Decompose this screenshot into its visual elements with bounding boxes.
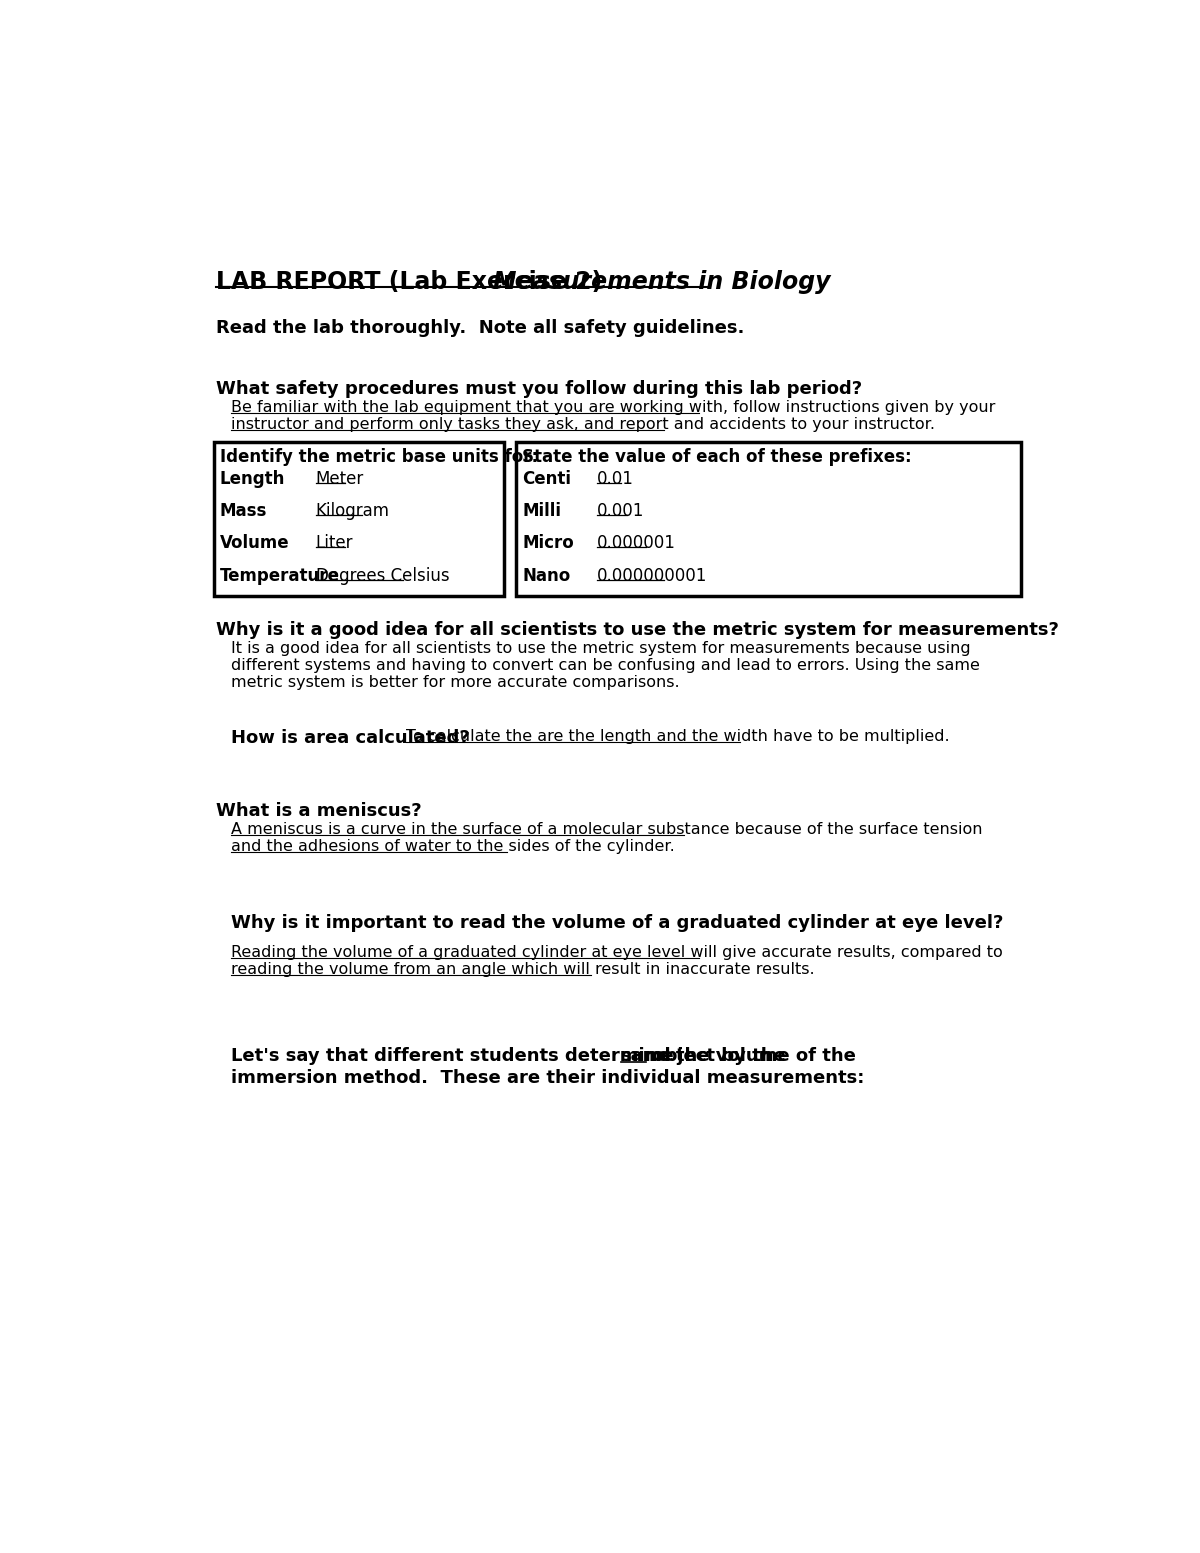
Text: Length: Length [220, 469, 286, 488]
Text: 0.001: 0.001 [598, 502, 644, 520]
Text: Identify the metric base units for:: Identify the metric base units for: [220, 449, 538, 466]
Text: same: same [620, 1047, 674, 1065]
Text: and the adhesions of water to the sides of the cylinder.: and the adhesions of water to the sides … [232, 839, 676, 854]
Text: Be familiar with the lab equipment that you are working with, follow instruction: Be familiar with the lab equipment that … [232, 401, 996, 415]
Text: instructor and perform only tasks they ask, and report and accidents to your ins: instructor and perform only tasks they a… [232, 418, 935, 432]
Text: Mass: Mass [220, 502, 268, 520]
Text: 0.000001: 0.000001 [598, 534, 676, 553]
Bar [214, 443, 504, 596]
Text: Volume: Volume [220, 534, 289, 553]
Bar [516, 443, 1021, 596]
Text: How is area calculated?: How is area calculated? [232, 730, 476, 747]
Text: A meniscus is a curve in the surface of a molecular substance because of the sur: A meniscus is a curve in the surface of … [232, 823, 983, 837]
Text: Read the lab thoroughly.  Note all safety guidelines.: Read the lab thoroughly. Note all safety… [216, 318, 744, 337]
Text: immersion method.  These are their individual measurements:: immersion method. These are their indivi… [232, 1068, 865, 1087]
Text: What is a meniscus?: What is a meniscus? [216, 803, 421, 820]
Text: Let's say that different students determine the volume of the: Let's say that different students determ… [232, 1047, 863, 1065]
Text: Why is it a good idea for all scientists to use the metric system for measuremen: Why is it a good idea for all scientists… [216, 621, 1058, 640]
Text: object by the: object by the [646, 1047, 786, 1065]
Text: reading the volume from an angle which will result in inaccurate results.: reading the volume from an angle which w… [232, 961, 815, 977]
Text: 0.01: 0.01 [598, 469, 634, 488]
Text: Why is it important to read the volume of a graduated cylinder at eye level?: Why is it important to read the volume o… [232, 915, 1003, 932]
Text: Degrees Celsius: Degrees Celsius [316, 567, 450, 585]
Text: To calculate the are the length and the width have to be multiplied.: To calculate the are the length and the … [406, 730, 949, 744]
Text: metric system is better for more accurate comparisons.: metric system is better for more accurat… [232, 676, 680, 691]
Text: LAB REPORT (Lab Exercise 2): LAB REPORT (Lab Exercise 2) [216, 270, 619, 294]
Text: Milli: Milli [522, 502, 562, 520]
Text: It is a good idea for all scientists to use the metric system for measurements b: It is a good idea for all scientists to … [232, 641, 971, 657]
Text: Temperature: Temperature [220, 567, 340, 585]
Text: Measurements in Biology: Measurements in Biology [492, 270, 830, 294]
Text: Nano: Nano [522, 567, 570, 585]
Text: different systems and having to convert can be confusing and lead to errors. Usi: different systems and having to convert … [232, 658, 980, 674]
Text: 0.000000001: 0.000000001 [598, 567, 708, 585]
Text: Centi: Centi [522, 469, 571, 488]
Text: Meter: Meter [316, 469, 364, 488]
Text: Liter: Liter [316, 534, 353, 553]
Text: Reading the volume of a graduated cylinder at eye level will give accurate resul: Reading the volume of a graduated cylind… [232, 944, 1003, 960]
Text: What safety procedures must you follow during this lab period?: What safety procedures must you follow d… [216, 380, 862, 399]
Text: State the value of each of these prefixes:: State the value of each of these prefixe… [522, 449, 912, 466]
Text: Micro: Micro [522, 534, 574, 553]
Text: Kilogram: Kilogram [316, 502, 390, 520]
